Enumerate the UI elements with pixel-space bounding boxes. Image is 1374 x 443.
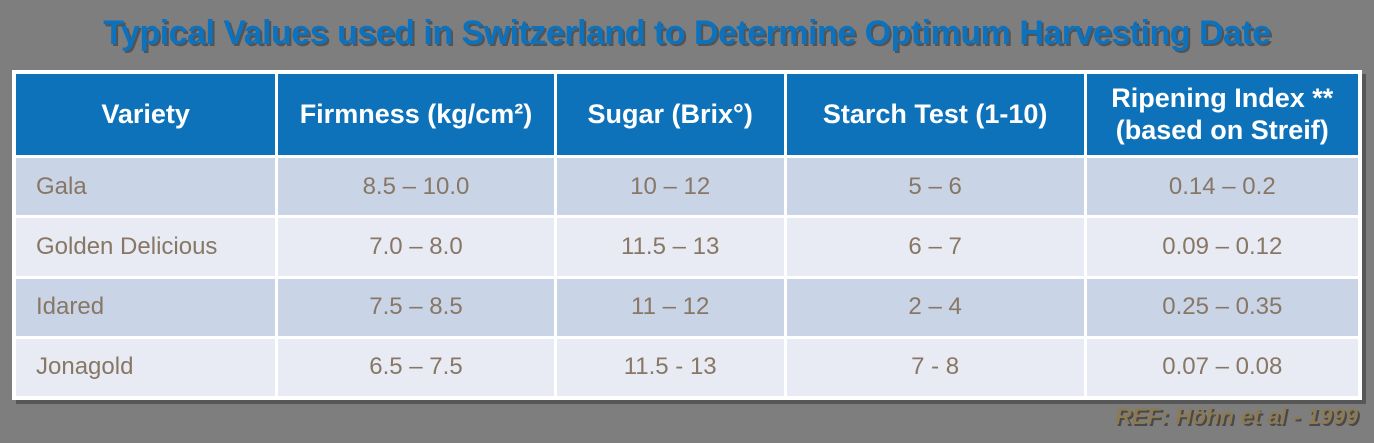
- cell-variety: Golden Delicious: [12, 215, 279, 279]
- cell-sugar: 11 – 12: [553, 275, 787, 339]
- cell-variety: Jonagold: [12, 335, 279, 400]
- header-label: Variety: [101, 98, 190, 129]
- harvest-values-table: Variety Firmness (kg/cm²) Sugar (Brix°) …: [12, 71, 1362, 400]
- header-label: Sugar (Brix°): [587, 98, 753, 129]
- cell-starch: 6 – 7: [783, 215, 1087, 279]
- cell-sugar: 10 – 12: [553, 154, 787, 219]
- header-variety: Variety: [12, 71, 279, 158]
- cell-ripening: 0.09 – 0.12: [1083, 215, 1362, 279]
- cell-firmness: 7.5 – 8.5: [275, 275, 557, 339]
- cell-firmness: 8.5 – 10.0: [275, 154, 557, 219]
- header-label: Firmness (kg/cm²): [299, 98, 533, 129]
- table-row-idared: Idared 7.5 – 8.5 11 – 12 2 – 4 0.25 – 0.…: [12, 275, 1362, 339]
- header-sugar: Sugar (Brix°): [553, 71, 787, 158]
- header-row: Variety Firmness (kg/cm²) Sugar (Brix°) …: [12, 71, 1362, 158]
- header-starch-test: Starch Test (1-10): [783, 71, 1087, 158]
- cell-variety: Idared: [12, 275, 279, 339]
- page-title: Typical Values used in Switzerland to De…: [103, 14, 1271, 52]
- cell-starch: 2 – 4: [783, 275, 1087, 339]
- cell-variety: Gala: [12, 154, 279, 219]
- cell-starch: 5 – 6: [783, 154, 1087, 219]
- harvest-values-table-container: Variety Firmness (kg/cm²) Sugar (Brix°) …: [12, 70, 1362, 400]
- header-ripening-index: Ripening Index ** (based on Streif): [1083, 71, 1362, 158]
- table-row-golden-delicious: Golden Delicious 7.0 – 8.0 11.5 – 13 6 –…: [12, 215, 1362, 279]
- reference-citation: REF: Höhn et al - 1999: [1115, 403, 1358, 429]
- table-row-gala: Gala 8.5 – 10.0 10 – 12 5 – 6 0.14 – 0.2: [12, 154, 1362, 219]
- cell-ripening: 0.14 – 0.2: [1083, 154, 1362, 219]
- table-row-jonagold: Jonagold 6.5 – 7.5 11.5 - 13 7 - 8 0.07 …: [12, 335, 1362, 400]
- cell-firmness: 7.0 – 8.0: [275, 215, 557, 279]
- cell-sugar: 11.5 – 13: [553, 215, 787, 279]
- header-label-line1: Ripening Index **: [1111, 82, 1334, 113]
- cell-starch: 7 - 8: [783, 335, 1087, 400]
- cell-sugar: 11.5 - 13: [553, 335, 787, 400]
- header-label-line2: (based on Streif): [1115, 114, 1329, 145]
- cell-ripening: 0.07 – 0.08: [1083, 335, 1362, 400]
- cell-firmness: 6.5 – 7.5: [275, 335, 557, 400]
- header-label: Starch Test (1-10): [822, 98, 1048, 129]
- cell-ripening: 0.25 – 0.35: [1083, 275, 1362, 339]
- header-firmness: Firmness (kg/cm²): [275, 71, 557, 158]
